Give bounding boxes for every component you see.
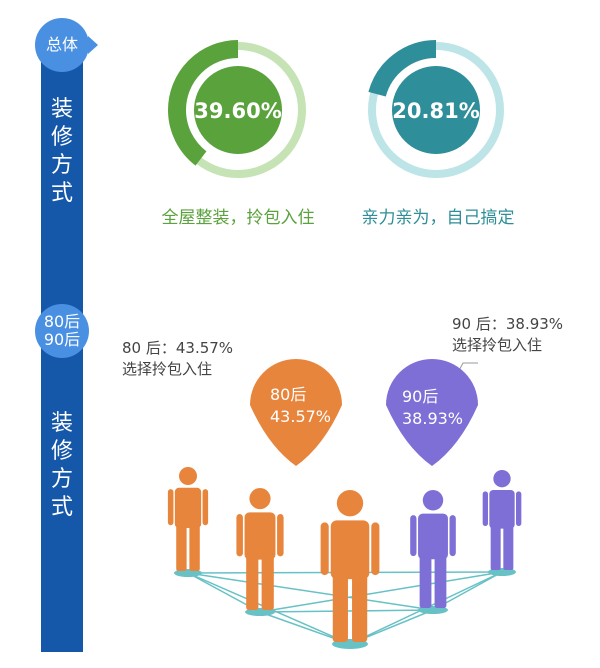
donut-value-label: 20.81%: [392, 99, 479, 123]
person-figure: [167, 467, 209, 571]
side-title-2: 装修方式: [50, 411, 73, 520]
pin-80: 80后 43.57%: [250, 359, 342, 466]
donut-arc: [366, 40, 506, 180]
note-80: 80 后：43.57% 选择拎包入住: [122, 339, 234, 378]
donut-diy: 20.81%: [366, 40, 506, 180]
section-badge-overall: 总体: [35, 18, 89, 72]
badge-label: 总体: [45, 35, 78, 54]
pin-90-value: 38.93%: [402, 409, 463, 428]
section-badge-generation: 80后 90后: [35, 304, 89, 358]
donut-caption-diy: 亲力亲为，自己搞定: [361, 208, 515, 228]
person-figure: [236, 488, 284, 610]
donut-center: [392, 66, 480, 154]
pin-90-label: 90后: [402, 387, 438, 406]
pin-80-label: 80后: [270, 385, 306, 404]
person-figure: [410, 490, 456, 608]
person-figure: [320, 490, 380, 642]
pin-80-value: 43.57%: [270, 407, 331, 426]
badge-pointer: [88, 36, 98, 54]
pin-90: 90后 38.93%: [386, 359, 478, 466]
badge-line-90: 90后: [43, 330, 81, 349]
side-title-1: 装修方式: [50, 97, 73, 206]
donut-caption-whole-house: 全屋整装，拎包入住: [161, 208, 315, 228]
donut-whole-house: 39.60%: [168, 40, 308, 180]
person-figure: [482, 470, 522, 570]
people-group: [167, 467, 522, 642]
people-illustration: 80后 43.57% 90后 38.93%: [167, 359, 522, 649]
donut-arc: [168, 40, 308, 180]
badge-line-80: 80后: [43, 312, 81, 331]
donut-center: [194, 66, 282, 154]
note-90: 90 后：38.93% 选择拎包入住: [452, 315, 564, 354]
badge-lines: 80后 90后: [44, 313, 80, 349]
donut-charts: 39.60% 20.81%: [168, 40, 506, 180]
donut-value-label: 39.60%: [194, 99, 281, 123]
